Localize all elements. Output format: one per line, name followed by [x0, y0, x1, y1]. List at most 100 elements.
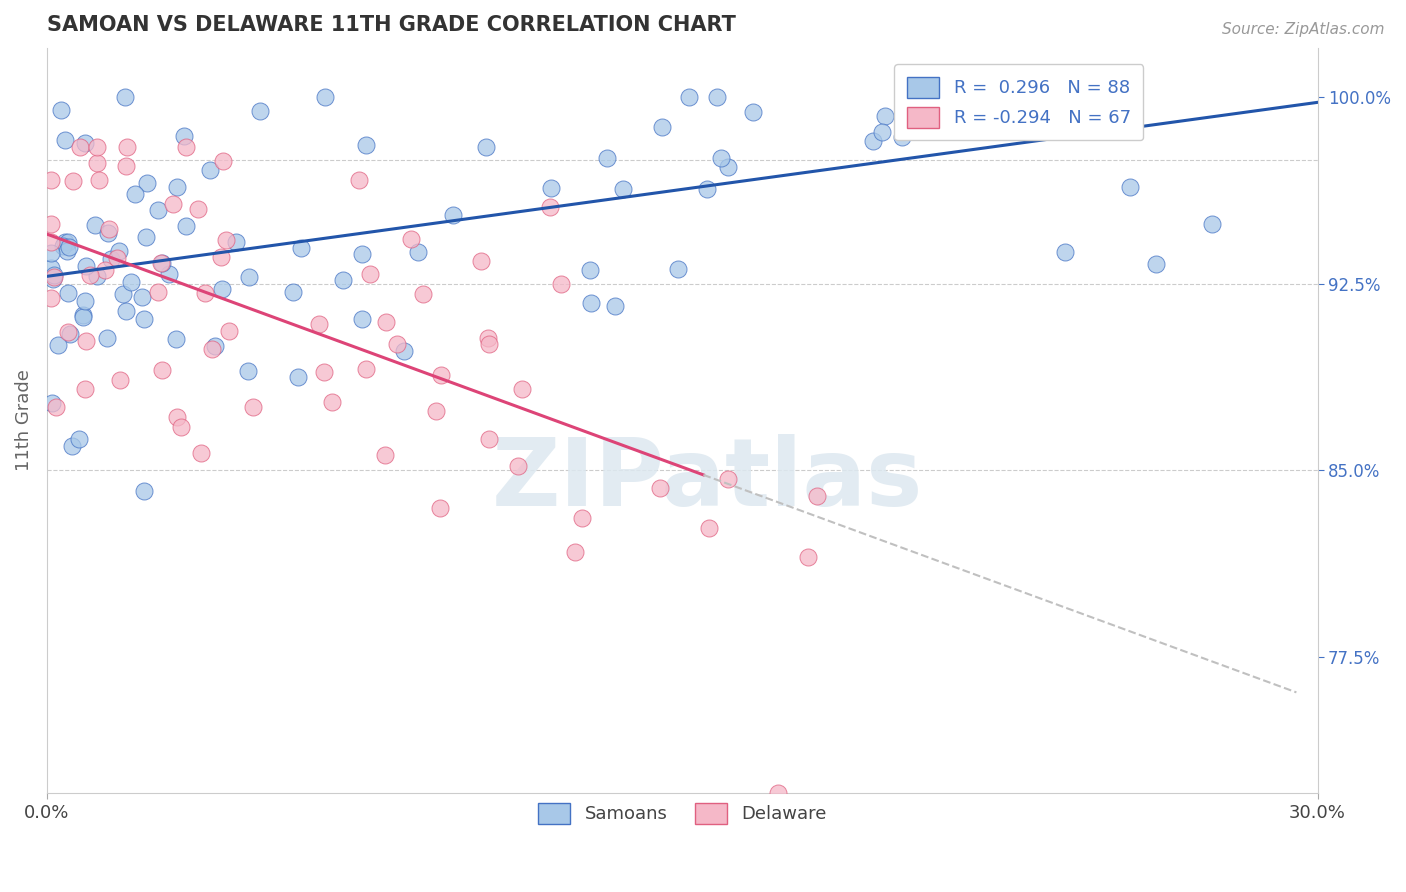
Point: [425, 404, 447, 418]
Point: [666, 262, 689, 277]
Point: [44, 270, 66, 285]
Point: [742, 104, 765, 119]
Point: [212, 154, 235, 169]
Point: [429, 500, 451, 515]
Point: [39, 217, 62, 231]
Point: [550, 277, 572, 292]
Point: [717, 472, 740, 486]
Point: [470, 253, 492, 268]
Point: [209, 250, 232, 264]
Point: [53, 133, 76, 147]
Point: [564, 544, 586, 558]
Point: [114, 90, 136, 104]
Point: [96, 331, 118, 345]
Point: [862, 135, 884, 149]
Point: [86, 268, 108, 283]
Point: [352, 312, 374, 326]
Point: [58, 240, 80, 254]
Point: [1054, 244, 1077, 259]
Point: [354, 138, 377, 153]
Point: [69, 140, 91, 154]
Point: [75, 293, 97, 308]
Point: [59, 327, 82, 342]
Point: [120, 275, 142, 289]
Point: [86, 156, 108, 170]
Point: [53, 235, 76, 250]
Point: [510, 383, 533, 397]
Point: [67, 432, 90, 446]
Point: [194, 286, 217, 301]
Point: [281, 285, 304, 299]
Point: [540, 180, 562, 194]
Point: [72, 310, 94, 325]
Point: [242, 400, 264, 414]
Point: [146, 285, 169, 299]
Point: [596, 152, 619, 166]
Point: [173, 128, 195, 143]
Point: [86, 140, 108, 154]
Point: [506, 458, 529, 473]
Point: [392, 343, 415, 358]
Point: [806, 489, 828, 503]
Point: [150, 363, 173, 377]
Point: [697, 521, 720, 535]
Point: [105, 252, 128, 266]
Point: [314, 90, 336, 104]
Point: [52, 238, 75, 252]
Point: [60, 439, 83, 453]
Point: [605, 299, 627, 313]
Point: [114, 159, 136, 173]
Point: [1119, 90, 1142, 104]
Point: [134, 483, 156, 498]
Point: [135, 230, 157, 244]
Y-axis label: 11th Grade: 11th Grade: [15, 369, 32, 472]
Point: [538, 200, 561, 214]
Point: [374, 448, 396, 462]
Point: [112, 287, 135, 301]
Point: [124, 186, 146, 201]
Point: [477, 331, 499, 345]
Point: [581, 296, 603, 310]
Point: [45, 401, 67, 415]
Point: [696, 182, 718, 196]
Point: [136, 176, 159, 190]
Point: [39, 173, 62, 187]
Point: [39, 246, 62, 260]
Point: [648, 481, 671, 495]
Point: [75, 259, 97, 273]
Point: [401, 232, 423, 246]
Point: [287, 369, 309, 384]
Point: [218, 324, 240, 338]
Point: [100, 252, 122, 266]
Point: [1144, 257, 1167, 271]
Point: [321, 395, 343, 409]
Point: [1063, 109, 1085, 123]
Point: [475, 140, 498, 154]
Point: [39, 235, 62, 249]
Point: [1201, 218, 1223, 232]
Point: [249, 104, 271, 119]
Point: [56, 326, 79, 340]
Point: [478, 433, 501, 447]
Point: [201, 343, 224, 357]
Point: [170, 420, 193, 434]
Point: [406, 244, 429, 259]
Point: [55, 244, 77, 258]
Point: [75, 136, 97, 150]
Point: [46, 337, 69, 351]
Point: [204, 339, 226, 353]
Point: [412, 287, 434, 301]
Point: [290, 241, 312, 255]
Point: [150, 256, 173, 270]
Point: [766, 786, 789, 800]
Point: [891, 129, 914, 144]
Point: [578, 263, 600, 277]
Point: [717, 160, 740, 174]
Point: [312, 365, 335, 379]
Point: [187, 202, 209, 217]
Point: [1119, 180, 1142, 194]
Point: [350, 246, 373, 260]
Point: [39, 291, 62, 305]
Point: [56, 285, 79, 300]
Point: [429, 368, 451, 383]
